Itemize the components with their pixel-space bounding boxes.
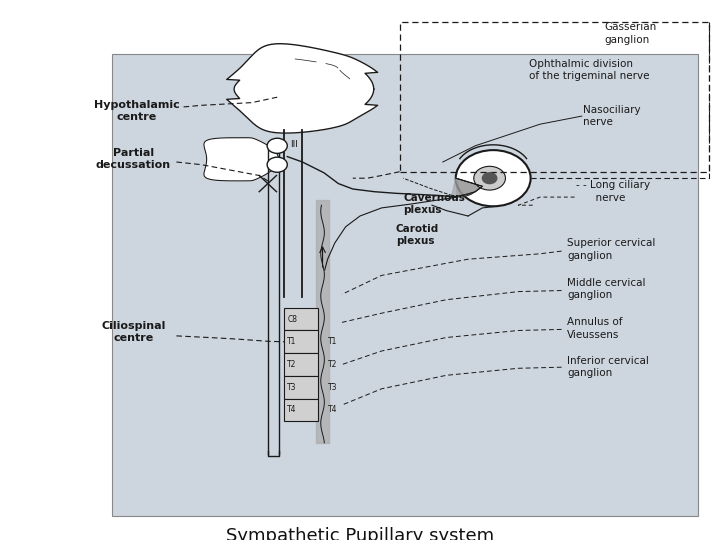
Text: T3: T3 <box>328 383 337 391</box>
Text: T1: T1 <box>287 338 297 346</box>
Polygon shape <box>227 44 378 133</box>
Text: Annulus of
Vieussens: Annulus of Vieussens <box>567 317 623 340</box>
Text: - - Long ciliary
      nerve: - - Long ciliary nerve <box>576 180 650 203</box>
Polygon shape <box>451 178 482 197</box>
Text: Sympathetic Pupillary system: Sympathetic Pupillary system <box>226 528 494 540</box>
Text: Ophthalmic division
of the trigeminal nerve: Ophthalmic division of the trigeminal ne… <box>529 59 649 82</box>
Circle shape <box>456 150 531 206</box>
Polygon shape <box>456 178 482 197</box>
Circle shape <box>482 173 497 184</box>
Circle shape <box>474 166 505 190</box>
Text: T3: T3 <box>287 383 297 391</box>
Bar <box>284 399 318 421</box>
Text: Carotid
plexus: Carotid plexus <box>396 224 439 246</box>
Text: III: III <box>290 140 298 149</box>
Text: Middle cervical
ganglion: Middle cervical ganglion <box>567 278 646 300</box>
Text: T2: T2 <box>328 360 337 369</box>
Text: T4: T4 <box>287 406 297 414</box>
Polygon shape <box>456 178 482 197</box>
Text: C8: C8 <box>287 315 297 323</box>
Bar <box>284 376 318 399</box>
Text: T2: T2 <box>287 360 297 369</box>
Text: T4: T4 <box>328 406 337 414</box>
Text: Inferior cervical
ganglion: Inferior cervical ganglion <box>567 356 649 379</box>
Text: Hypothalamic
centre: Hypothalamic centre <box>94 99 180 122</box>
Bar <box>284 330 318 353</box>
Text: Ciliospinal
centre: Ciliospinal centre <box>101 321 166 343</box>
Circle shape <box>267 157 287 172</box>
Circle shape <box>267 138 287 153</box>
Text: Gasserian
ganglion: Gasserian ganglion <box>605 22 657 45</box>
Text: Nasociliary
nerve: Nasociliary nerve <box>583 105 641 127</box>
Bar <box>284 353 318 376</box>
Text: Partial
decussation: Partial decussation <box>96 148 171 171</box>
Text: T1: T1 <box>328 338 337 346</box>
Text: Cavernous
plexus: Cavernous plexus <box>403 193 465 215</box>
Bar <box>284 308 318 330</box>
Polygon shape <box>204 138 279 181</box>
Text: Superior cervical
ganglion: Superior cervical ganglion <box>567 238 656 261</box>
